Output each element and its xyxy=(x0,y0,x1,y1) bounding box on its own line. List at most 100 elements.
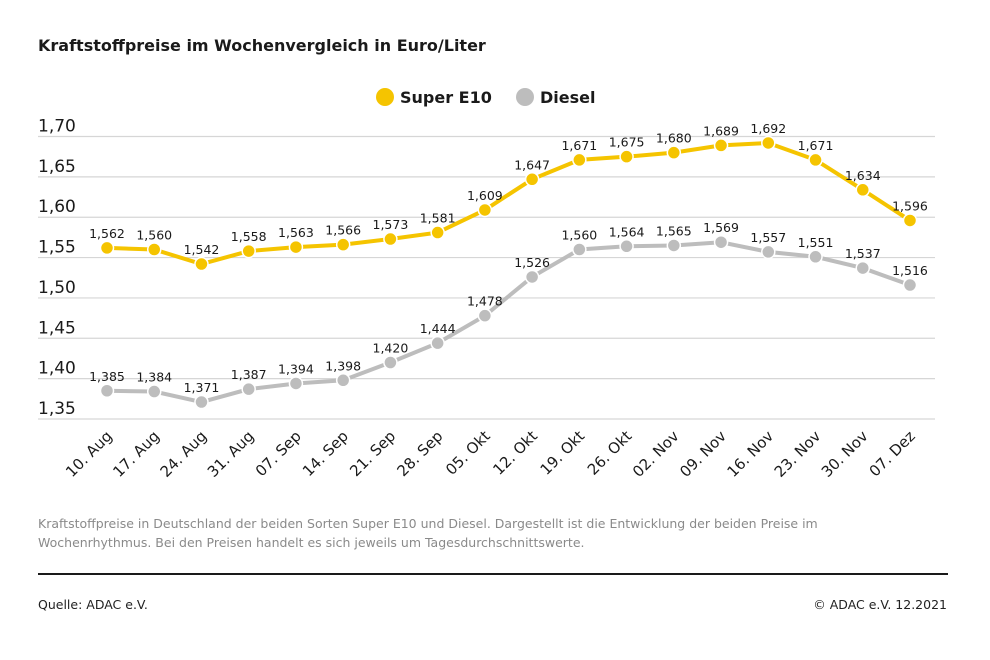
data-label: 1,680 xyxy=(656,131,692,146)
data-point xyxy=(524,172,540,187)
source-note: Quelle: ADAC e.V. xyxy=(38,597,148,612)
data-label: 1,573 xyxy=(373,217,409,232)
data-point xyxy=(666,238,682,253)
data-label: 1,569 xyxy=(703,220,739,235)
data-point xyxy=(146,242,162,257)
data-point xyxy=(572,152,587,168)
data-label: 1,537 xyxy=(845,246,881,261)
data-label: 1,564 xyxy=(609,224,645,239)
data-point xyxy=(761,135,776,151)
data-point xyxy=(855,182,871,198)
data-point xyxy=(477,202,493,218)
x-tick-label: 12. Okt xyxy=(489,427,541,479)
data-point xyxy=(194,256,209,272)
data-point xyxy=(808,152,823,168)
data-label: 1,558 xyxy=(231,229,267,244)
x-tick-label: 02. Nov xyxy=(629,427,683,481)
data-point xyxy=(288,376,304,391)
y-tick-label: 1,35 xyxy=(38,399,76,419)
legend-label: Super E10 xyxy=(400,88,492,107)
data-label: 1,387 xyxy=(231,367,267,382)
copyright-note: © ADAC e.V. 12.2021 xyxy=(813,597,947,612)
data-label: 1,542 xyxy=(184,242,220,257)
data-label: 1,671 xyxy=(798,138,834,153)
y-tick-label: 1,65 xyxy=(38,157,76,177)
data-label: 1,560 xyxy=(561,228,597,243)
data-point xyxy=(761,244,776,260)
data-point xyxy=(902,277,918,293)
data-label: 1,581 xyxy=(420,211,456,226)
data-label: 1,563 xyxy=(278,225,314,240)
data-point xyxy=(146,384,162,399)
data-label: 1,398 xyxy=(325,358,361,373)
data-label: 1,562 xyxy=(89,226,125,241)
x-tick-label: 07. Dez xyxy=(866,427,919,480)
data-label: 1,526 xyxy=(514,255,550,270)
data-point xyxy=(524,269,540,285)
data-point xyxy=(619,149,634,164)
data-point xyxy=(666,145,682,160)
data-label: 1,420 xyxy=(373,341,409,356)
data-point xyxy=(335,373,351,388)
data-label: 1,371 xyxy=(184,380,220,395)
data-point xyxy=(430,225,445,240)
data-point xyxy=(383,355,398,370)
x-tick-label: 14. Sep xyxy=(299,427,352,480)
x-tick-label: 19. Okt xyxy=(537,427,589,479)
data-point xyxy=(477,308,493,323)
data-point xyxy=(99,240,115,256)
x-tick-label: 28. Sep xyxy=(394,427,447,480)
series-line-super-e10 xyxy=(106,140,912,267)
data-point xyxy=(335,237,351,252)
data-point xyxy=(430,335,445,351)
data-label: 1,689 xyxy=(703,123,739,138)
data-label: 1,647 xyxy=(514,157,550,172)
data-point xyxy=(288,239,304,255)
data-point xyxy=(241,243,256,259)
data-label: 1,566 xyxy=(325,223,361,238)
data-label: 1,634 xyxy=(845,168,881,183)
data-point xyxy=(99,383,115,398)
legend-label: Diesel xyxy=(540,88,595,107)
data-label: 1,565 xyxy=(656,223,692,238)
x-tick-label: 30. Nov xyxy=(818,427,872,481)
legend-marker xyxy=(376,88,394,106)
y-tick-label: 1,55 xyxy=(38,238,76,258)
caption: Kraftstoffpreise in Deutschland der beid… xyxy=(38,516,818,550)
x-tick-label: 10. Aug xyxy=(62,427,116,481)
data-label: 1,394 xyxy=(278,361,314,376)
x-tick-label: 21. Sep xyxy=(346,427,399,480)
y-tick-label: 1,50 xyxy=(38,278,76,298)
data-label: 1,557 xyxy=(750,230,786,245)
data-label: 1,551 xyxy=(798,235,834,250)
y-tick-label: 1,70 xyxy=(38,117,76,137)
data-label: 1,609 xyxy=(467,188,503,203)
data-label: 1,516 xyxy=(892,263,928,278)
data-point xyxy=(619,239,634,254)
data-label: 1,560 xyxy=(136,228,172,243)
data-point xyxy=(808,249,823,265)
x-tick-label: 09. Nov xyxy=(676,427,730,481)
x-tick-label: 07. Sep xyxy=(252,427,305,480)
data-label: 1,675 xyxy=(609,135,645,150)
x-tick-label: 16. Nov xyxy=(723,427,777,481)
data-point xyxy=(902,213,918,228)
y-tick-label: 1,60 xyxy=(38,197,76,217)
y-tick-label: 1,40 xyxy=(38,359,76,379)
x-tick-label: 05. Okt xyxy=(442,427,494,479)
x-tick-label: 26. Okt xyxy=(584,427,636,479)
data-label: 1,596 xyxy=(892,198,928,213)
data-label: 1,444 xyxy=(420,321,456,336)
chart-title: Kraftstoffpreise im Wochenvergleich in E… xyxy=(38,36,486,55)
x-tick-label: 17. Aug xyxy=(109,427,163,481)
series-line-diesel xyxy=(106,240,911,405)
x-tick-label: 24. Aug xyxy=(157,427,211,481)
x-tick-label: 31. Aug xyxy=(204,427,258,481)
data-point xyxy=(383,231,398,247)
data-point xyxy=(713,138,729,153)
data-point xyxy=(713,234,729,250)
y-tick-label: 1,45 xyxy=(38,318,76,338)
data-label: 1,385 xyxy=(89,369,125,384)
data-label: 1,384 xyxy=(136,370,172,385)
